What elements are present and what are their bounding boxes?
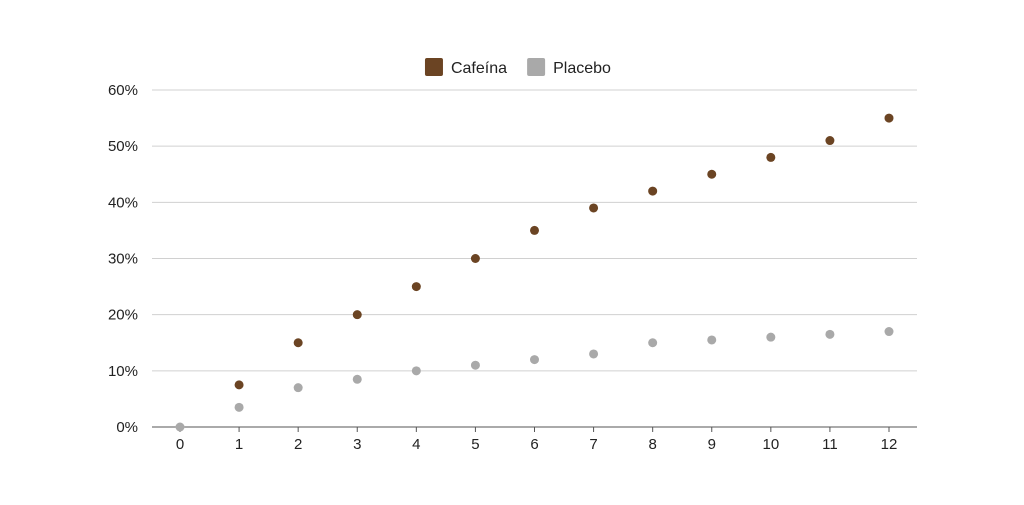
x-tick-label: 8 [648,436,656,453]
series-placebo [175,327,894,432]
y-tick-label: 50% [108,138,138,155]
x-tick-label: 12 [881,436,898,453]
data-point [648,186,658,196]
y-tick-label: 60% [108,82,138,99]
data-point [175,422,185,432]
x-tick-label: 1 [235,436,243,453]
data-point [530,225,539,235]
data-point [825,136,835,146]
x-tick-label: 10 [762,436,779,453]
data-point [648,338,658,348]
y-tick-label: 10% [108,363,138,380]
x-tick-label: 3 [353,436,361,453]
data-point [411,282,421,292]
data-point [825,329,835,339]
y-tick-label: 30% [108,251,138,268]
data-point [293,338,303,348]
legend-label: Placebo [553,60,611,77]
y-axis-ticks: 0% 10% 20% 30% 40% 50% 60% [108,82,138,436]
data-point [707,169,717,179]
data-point [470,254,480,263]
y-tick-label: 20% [108,307,138,324]
x-tick-label: 5 [471,436,479,453]
data-point [293,383,303,393]
legend-item: Placebo [527,58,611,77]
data-point [352,374,362,384]
x-tick-label: 0 [176,436,184,453]
data-point [234,402,244,412]
x-tick-label: 9 [708,436,716,453]
data-point [884,327,894,337]
legend-swatch [527,58,546,76]
data-point [589,349,599,359]
data-point [411,366,421,376]
x-tick-label: 6 [530,436,538,453]
series-cafeina [234,113,894,390]
legend-swatch [424,58,443,76]
data-point [766,332,776,342]
gridlines [152,89,917,428]
x-tick-label: 2 [294,436,302,453]
data-point [707,335,717,345]
x-tick-label: 11 [822,436,838,453]
legend-item: Cafeína [424,58,507,77]
y-tick-label: 0% [116,419,138,436]
data-point [352,310,362,320]
x-tick-label: 7 [589,436,597,453]
legend-label: Cafeína [451,60,507,77]
data-point [530,355,539,365]
legend: Cafeína Placebo [424,58,611,77]
data-point [589,203,599,213]
data-point [470,360,480,370]
x-axis-ticks: 0 1 2 3 4 5 6 7 8 9 10 11 12 [176,427,898,453]
data-point [884,113,894,123]
data-point [234,380,244,390]
data-points [175,113,894,432]
data-point [766,152,776,162]
x-tick-label: 4 [412,436,420,453]
y-tick-label: 40% [108,194,138,211]
